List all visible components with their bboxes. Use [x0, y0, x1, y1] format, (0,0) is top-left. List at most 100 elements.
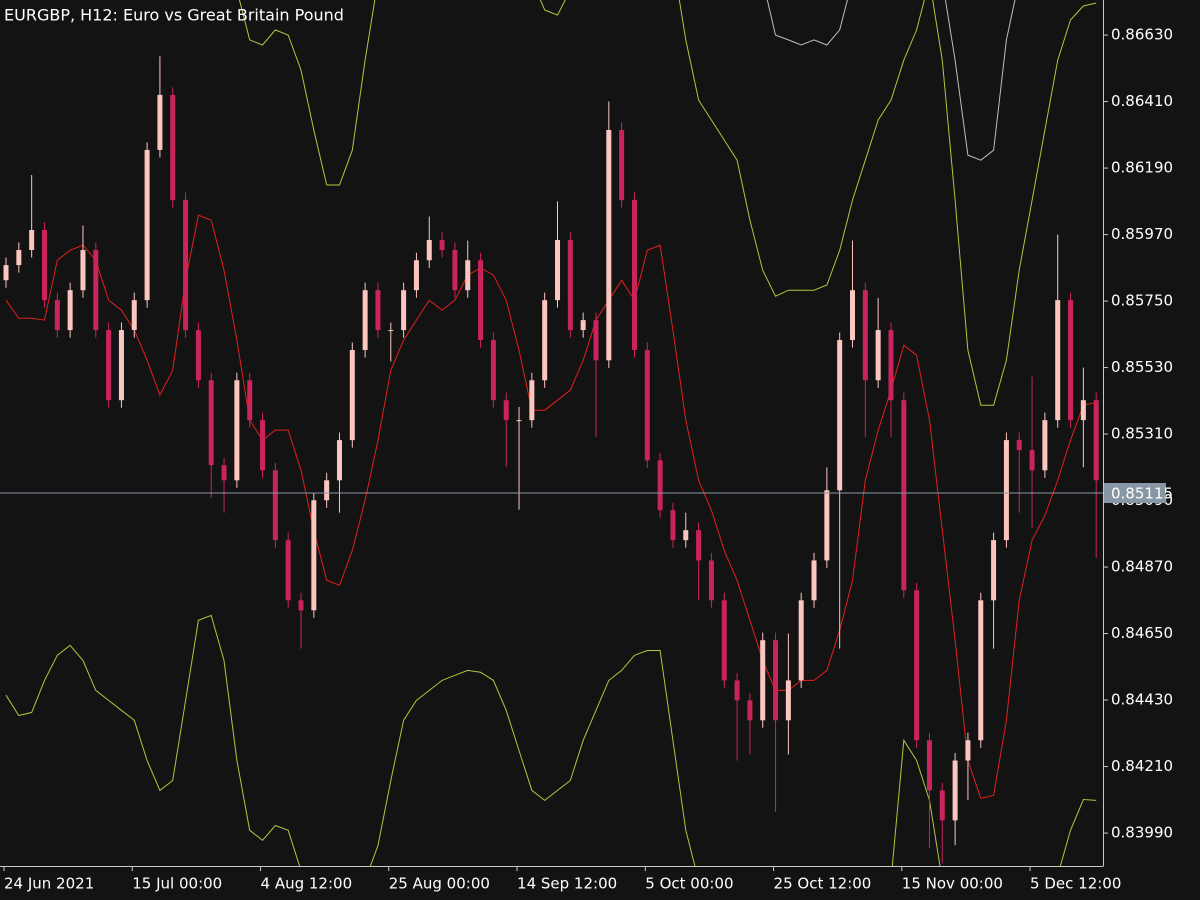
candle-body — [503, 400, 509, 421]
candle-body — [760, 640, 766, 721]
x-tick-label: 25 Oct 12:00 — [774, 875, 872, 893]
candle-body — [1003, 440, 1009, 541]
candle-body — [747, 700, 753, 721]
candle-body — [798, 600, 804, 681]
candle-body — [670, 510, 676, 541]
candle-body — [234, 380, 240, 481]
candle-body — [991, 540, 997, 601]
x-tick-label: 24 Jun 2021 — [4, 875, 94, 893]
candle-body — [580, 320, 586, 331]
candle-body — [221, 465, 227, 481]
y-tick-label: 0.85310 — [1111, 425, 1173, 443]
candle-body — [516, 420, 522, 422]
candle-body — [1055, 300, 1061, 421]
y-tick-label: 0.85530 — [1111, 358, 1173, 376]
indicator-line — [369, 650, 696, 866]
x-tick-label: 4 Aug 12:00 — [261, 875, 353, 893]
candle-body — [118, 330, 124, 401]
candle-body — [195, 330, 201, 381]
candle-body — [16, 249, 22, 266]
indicator-line — [678, 0, 1097, 406]
candle-body — [272, 470, 278, 541]
x-tick-label: 15 Jul 00:00 — [132, 875, 222, 893]
candle-body — [939, 790, 945, 821]
y-tick-label: 0.84870 — [1111, 558, 1173, 576]
candle-body — [926, 740, 932, 791]
candle-body — [619, 129, 625, 201]
candle-body — [1080, 400, 1086, 421]
candle-body — [1068, 300, 1074, 421]
candle-body — [3, 265, 9, 281]
candle-body — [247, 380, 253, 421]
y-tick-label: 0.84430 — [1111, 691, 1173, 709]
candle-body — [362, 290, 368, 351]
candle-body — [106, 330, 112, 401]
candle-body — [901, 400, 907, 591]
y-tick-label: 0.85970 — [1111, 225, 1173, 243]
candle-body — [631, 200, 637, 351]
candle-body — [657, 460, 663, 511]
candle-body — [773, 640, 779, 721]
candle-body — [452, 249, 458, 291]
candle-body — [298, 600, 304, 611]
candle-body — [67, 290, 73, 331]
candle-body — [324, 480, 330, 501]
candle-body — [375, 290, 381, 331]
indicator-line — [539, 0, 566, 16]
candle-body — [388, 330, 394, 332]
candle-body — [555, 240, 561, 301]
candle-body — [1029, 450, 1035, 471]
candle-body — [131, 300, 137, 331]
candle-body — [542, 300, 548, 381]
candle-body — [606, 129, 612, 361]
candle-body — [644, 350, 650, 461]
candle-body — [850, 290, 856, 341]
candle-body — [837, 340, 843, 491]
y-tick-label: 0.84210 — [1111, 757, 1173, 775]
candle-body — [144, 149, 150, 301]
chart-title: EURGBP, H12: Euro vs Great Britain Pound — [4, 6, 344, 25]
candle-body — [696, 530, 702, 561]
candle-body — [683, 530, 689, 541]
candle-body — [1016, 440, 1022, 451]
candle-body — [888, 330, 894, 401]
candle-body — [54, 300, 60, 331]
y-tick-label: 0.85750 — [1111, 292, 1173, 310]
candle-body — [465, 260, 471, 291]
candle-body — [285, 540, 291, 601]
candle-body — [567, 240, 573, 331]
candle-body — [529, 380, 535, 421]
candle-body — [260, 420, 266, 471]
x-tick-label: 15 Nov 00:00 — [902, 875, 1003, 893]
x-tick-label: 5 Dec 12:00 — [1030, 875, 1121, 893]
indicator-line — [891, 738, 941, 866]
candle-body — [965, 740, 971, 761]
candle-body — [401, 290, 407, 331]
candle-body — [311, 500, 317, 611]
candle-body — [914, 590, 920, 741]
y-tick-label: 0.86410 — [1111, 92, 1173, 110]
candle-body — [875, 330, 881, 381]
candle-body — [93, 249, 99, 331]
candle-body — [157, 94, 163, 150]
candle-body — [349, 350, 355, 441]
indicator-line — [1059, 798, 1097, 866]
candle-body — [785, 680, 791, 721]
candle-body — [734, 680, 740, 701]
candle-body — [208, 380, 214, 466]
candle-body — [862, 290, 868, 381]
candle-body — [183, 200, 189, 331]
x-tick-label: 25 Aug 00:00 — [389, 875, 490, 893]
candle-body — [811, 560, 817, 601]
y-tick-label: 0.84650 — [1111, 624, 1173, 642]
candle-body — [593, 320, 599, 361]
candle-body — [478, 260, 484, 341]
candle-body — [952, 760, 958, 821]
candle-body — [41, 230, 47, 301]
candle-body — [426, 240, 432, 261]
y-tick-label: 0.86190 — [1111, 159, 1173, 177]
y-tick-label: 0.86630 — [1111, 26, 1173, 44]
candle-body — [708, 560, 714, 601]
